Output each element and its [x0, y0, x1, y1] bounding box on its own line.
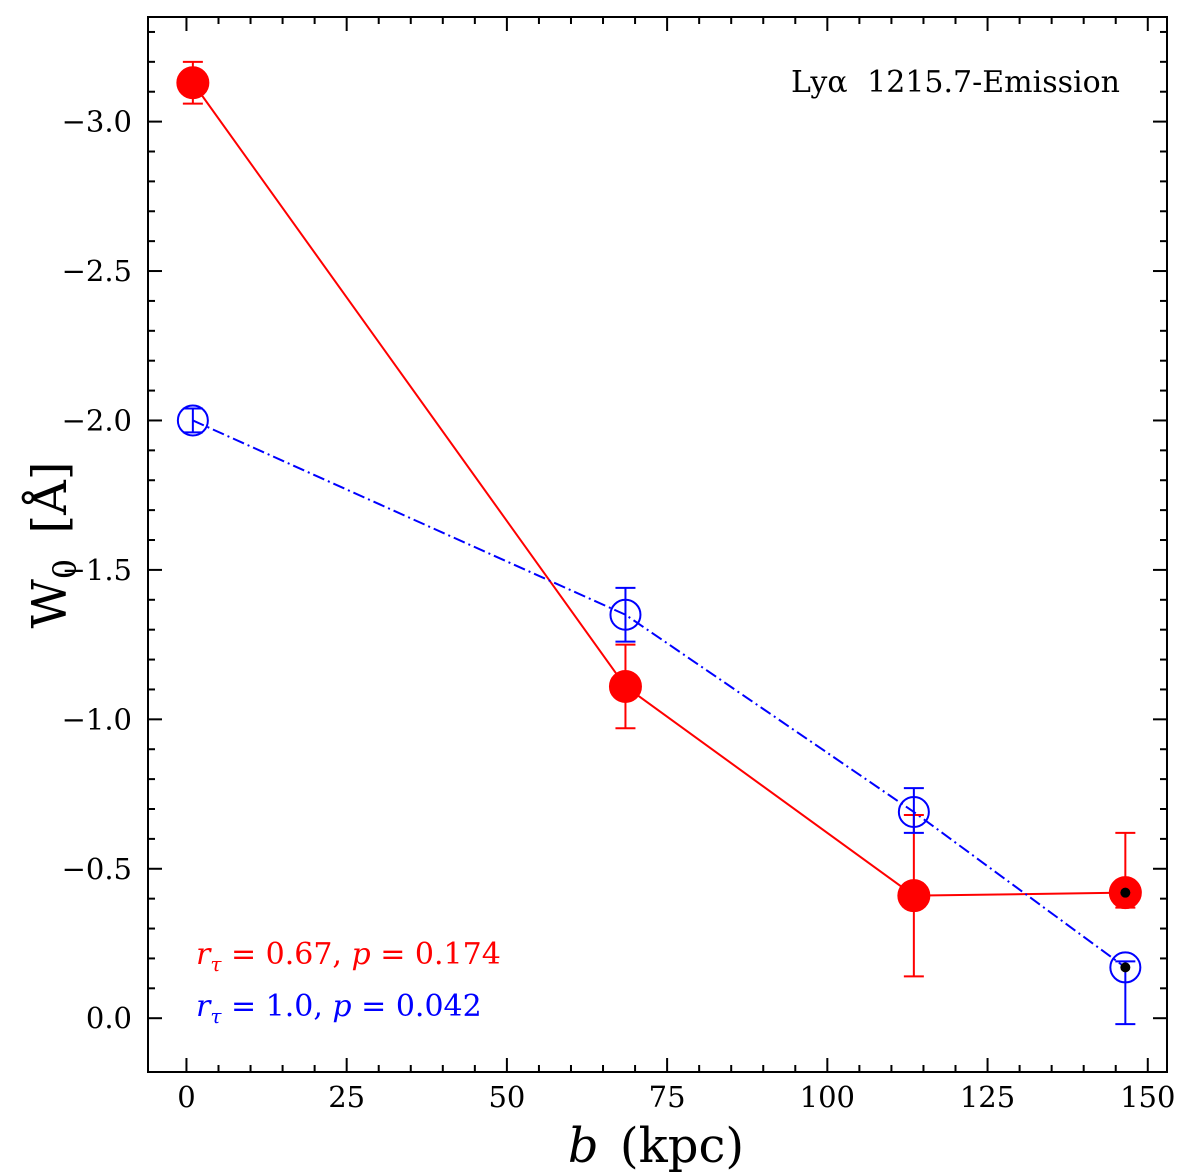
y-tick-label: −2.0 [62, 403, 132, 437]
x-axis-symbol: b [568, 1118, 599, 1174]
y-axis-label: W0 [Å] [21, 461, 88, 628]
stat-red-r-value: = 0.67, [221, 937, 351, 972]
y-tick-label: −1.5 [62, 553, 132, 587]
y-tick-label: −1.0 [62, 702, 132, 736]
y-axis-subscript: 0 [46, 559, 84, 579]
line-annotation: Lyα 1215.7-Emission [791, 65, 1120, 100]
x-axis-label: b (kpc) [568, 1118, 744, 1174]
stat-red: rτ = 0.67, p = 0.174 [196, 937, 501, 976]
error-bars [182, 60, 1136, 1026]
data-point-red [897, 879, 931, 913]
stat-blue-r-sub: τ [210, 1004, 222, 1028]
data-point-inner-dot [1120, 887, 1131, 898]
x-tick-label: 100 [800, 1080, 855, 1114]
series-line-red [192, 82, 1126, 897]
y-tick-label: 0.0 [86, 1001, 132, 1035]
data-point-blue [176, 404, 209, 437]
annotation-wavelength: 1215.7 [867, 65, 972, 100]
x-tick-label: 125 [960, 1080, 1015, 1114]
stat-blue: rτ = 1.0, p = 0.042 [196, 989, 482, 1028]
data-point-blue [609, 598, 642, 631]
stat-blue-r-value: = 1.0, [221, 989, 332, 1024]
y-tick-label: −3.0 [62, 105, 132, 139]
x-tick-label: 50 [488, 1080, 525, 1114]
plot-frame [147, 16, 1168, 1073]
x-tick-label: 75 [649, 1080, 686, 1114]
x-tick-label: 25 [328, 1080, 365, 1114]
axis-ticks [148, 17, 1167, 1072]
stat-red-r: r [196, 937, 212, 972]
data-point-inner-dot [1120, 962, 1131, 973]
stat-blue-p: p [332, 989, 351, 1024]
y-tick-label: −0.5 [62, 852, 132, 886]
stat-red-r-sub: τ [210, 952, 222, 976]
annotation-species: Lyα [791, 65, 848, 100]
x-tick-label: 0 [177, 1080, 195, 1114]
y-axis-unit: [Å] [21, 461, 78, 533]
data-markers [176, 66, 1142, 984]
series-line-blue [192, 419, 1126, 969]
stat-red-p: p [352, 937, 371, 972]
data-point-red [176, 66, 210, 100]
data-point-blue [897, 795, 930, 828]
x-axis-unit: (kpc) [620, 1118, 744, 1174]
y-tick-label: −2.5 [62, 254, 132, 288]
data-point-blue [1109, 951, 1142, 984]
series-lines [192, 82, 1126, 969]
stat-red-p-value: = 0.174 [371, 937, 501, 972]
annotation-kind: -Emission [972, 65, 1120, 100]
axis-tick-labels: 0 25 50 75 100 125 150 0.0 −0.5 −1.0 −1.5 −2.0 −2.5 −… [62, 105, 1176, 1114]
y-axis-symbol: W [22, 579, 78, 629]
stat-blue-r: r [196, 989, 212, 1024]
x-tick-label: 150 [1120, 1080, 1175, 1114]
stat-blue-p-value: = 0.042 [352, 989, 482, 1024]
data-point-red [608, 669, 642, 703]
